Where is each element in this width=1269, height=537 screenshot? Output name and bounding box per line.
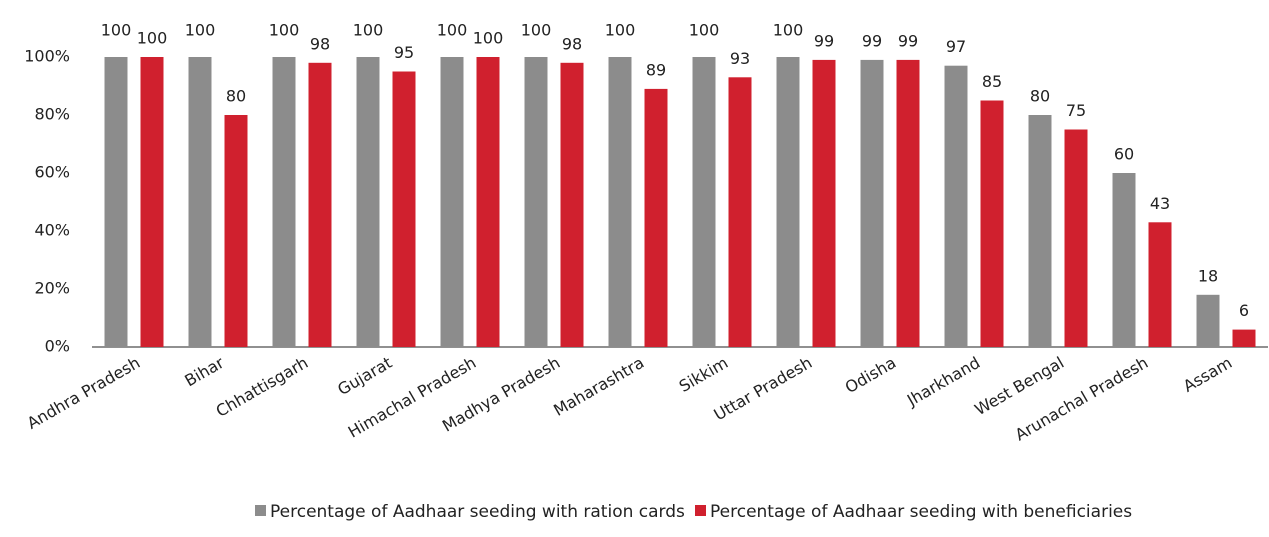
bar xyxy=(896,59,920,348)
bar xyxy=(224,115,248,347)
data-label: 95 xyxy=(394,43,414,62)
bar xyxy=(644,88,668,348)
x-tick-label: Gujarat xyxy=(334,353,395,399)
bar xyxy=(1148,222,1172,347)
data-label: 99 xyxy=(862,31,882,50)
data-label: 18 xyxy=(1198,266,1218,285)
data-label: 100 xyxy=(473,29,504,48)
data-label: 60 xyxy=(1114,145,1134,164)
data-label: 100 xyxy=(101,21,132,40)
data-label: 93 xyxy=(730,49,750,68)
bar xyxy=(728,77,752,348)
data-label: 89 xyxy=(646,60,666,79)
bar xyxy=(560,62,584,348)
bar xyxy=(692,57,716,347)
data-label: 43 xyxy=(1150,194,1170,213)
data-label: 100 xyxy=(521,21,552,40)
y-tick-label: 100% xyxy=(24,47,70,66)
x-tick-label: Chhattisgarh xyxy=(213,353,312,421)
bar xyxy=(776,57,800,347)
x-tick-label: Odisha xyxy=(842,353,900,397)
data-label: 100 xyxy=(137,29,168,48)
data-label: 100 xyxy=(269,21,300,40)
bar xyxy=(188,57,212,347)
bar xyxy=(104,57,128,347)
bar xyxy=(140,57,164,347)
data-label: 80 xyxy=(226,87,246,106)
bar xyxy=(1196,294,1220,347)
legend-swatch xyxy=(255,505,266,516)
data-label: 98 xyxy=(310,34,330,53)
data-label: 99 xyxy=(898,31,918,50)
bar xyxy=(608,57,632,347)
bar xyxy=(356,57,380,347)
bar xyxy=(1064,129,1088,347)
data-label: 85 xyxy=(982,72,1002,91)
data-label: 100 xyxy=(689,21,720,40)
data-label: 98 xyxy=(562,34,582,53)
data-label: 99 xyxy=(814,31,834,50)
y-tick-label: 80% xyxy=(34,105,70,124)
data-label: 80 xyxy=(1030,87,1050,106)
data-label: 75 xyxy=(1066,101,1086,120)
bar xyxy=(440,57,464,347)
data-label: 100 xyxy=(437,21,468,40)
bar xyxy=(524,57,548,347)
legend-label: Percentage of Aadhaar seeding with benef… xyxy=(710,502,1132,522)
legend-label: Percentage of Aadhaar seeding with ratio… xyxy=(270,502,685,522)
bar xyxy=(308,62,332,348)
bar xyxy=(980,100,1004,347)
bar xyxy=(272,57,296,347)
bar xyxy=(812,59,836,348)
y-tick-label: 20% xyxy=(34,279,70,298)
data-label: 100 xyxy=(605,21,636,40)
x-tick-label: Andhra Pradesh xyxy=(24,353,144,433)
legend-swatch xyxy=(695,505,706,516)
x-tick-label: Assam xyxy=(1180,353,1235,396)
x-tick-label: Jharkhand xyxy=(903,353,983,410)
bar xyxy=(1112,173,1136,347)
data-label: 100 xyxy=(353,21,384,40)
y-tick-label: 60% xyxy=(34,163,70,182)
bar xyxy=(944,65,968,347)
y-tick-label: 40% xyxy=(34,221,70,240)
bar xyxy=(860,59,884,348)
data-label: 97 xyxy=(946,37,966,56)
data-label: 100 xyxy=(185,21,216,40)
bar xyxy=(1232,329,1256,347)
data-label: 6 xyxy=(1239,301,1249,320)
bar xyxy=(392,71,416,347)
x-tick-label: Bihar xyxy=(181,353,227,391)
x-tick-label: Maharashtra xyxy=(550,353,647,420)
data-label: 100 xyxy=(773,21,804,40)
bar xyxy=(1028,115,1052,347)
bar xyxy=(476,57,500,347)
y-tick-label: 0% xyxy=(45,337,70,356)
x-tick-label: Sikkim xyxy=(676,353,732,396)
